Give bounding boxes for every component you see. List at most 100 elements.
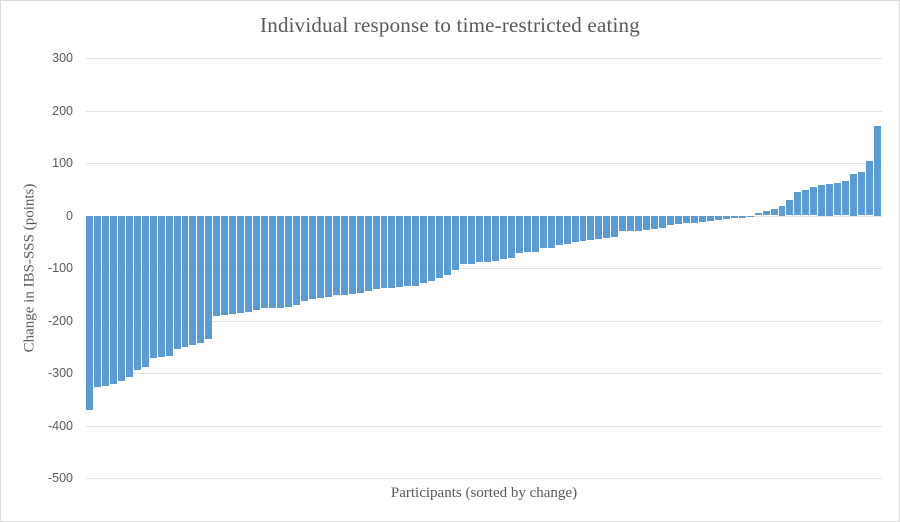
y-tick-label--200: -200 xyxy=(47,313,73,328)
bar-participant-7 xyxy=(133,215,141,371)
bar-participant-30 xyxy=(316,215,324,298)
bar-participant-44 xyxy=(428,215,436,281)
bar-participant-47 xyxy=(452,215,460,271)
bar-participant-16 xyxy=(205,215,213,339)
bar-participant-37 xyxy=(372,215,380,289)
bar-participant-24 xyxy=(269,215,277,308)
bar-participant-87 xyxy=(770,209,778,216)
bar-participant-81 xyxy=(722,215,730,220)
bar-participant-94 xyxy=(826,184,834,216)
bar-participant-26 xyxy=(285,215,292,308)
bar-participant-79 xyxy=(706,215,714,222)
y-tick-label-200: 200 xyxy=(52,103,73,118)
bar-participant-42 xyxy=(412,215,420,286)
bar-participant-57 xyxy=(531,215,539,253)
bar-participant-63 xyxy=(579,215,587,241)
bar-participant-10 xyxy=(157,215,165,358)
bar-participant-82 xyxy=(730,215,738,219)
bar-participant-70 xyxy=(635,215,643,231)
bar-participant-4 xyxy=(109,215,117,384)
bar-participant-12 xyxy=(173,215,181,349)
bar-participant-6 xyxy=(125,215,133,378)
bar-participant-20 xyxy=(237,215,245,314)
bar-participant-78 xyxy=(698,215,706,222)
bar-participant-93 xyxy=(818,185,826,216)
bar-participant-74 xyxy=(667,215,675,225)
bar-participant-75 xyxy=(675,215,682,225)
bar-participant-88 xyxy=(778,205,786,216)
bar-participant-98 xyxy=(858,171,866,216)
bar-participant-100 xyxy=(874,126,881,216)
gridline-300 xyxy=(86,58,882,59)
bar-participant-19 xyxy=(229,215,237,315)
bar-participant-60 xyxy=(555,215,563,246)
bar-participant-36 xyxy=(364,215,372,291)
y-tick-label--300: -300 xyxy=(47,366,73,380)
gridline-200 xyxy=(86,110,882,112)
bar-participant-34 xyxy=(348,215,356,295)
bar-participant-49 xyxy=(468,215,476,264)
bar-participant-97 xyxy=(850,174,858,216)
bar-participant-83 xyxy=(738,215,746,218)
bar-participant-69 xyxy=(627,215,635,232)
gridline-100 xyxy=(86,163,882,164)
gridline--300 xyxy=(86,373,882,374)
bar-participant-61 xyxy=(563,215,571,245)
bar-participant-52 xyxy=(491,215,499,261)
chart-title: Individual response to time-restricted e… xyxy=(260,13,640,37)
bar-participant-39 xyxy=(388,215,396,288)
bar-participant-9 xyxy=(149,215,157,359)
bar-participant-99 xyxy=(866,160,874,216)
bar-participant-85 xyxy=(754,213,762,216)
bar-participant-5 xyxy=(117,215,125,381)
bar-participant-8 xyxy=(141,215,149,368)
bar-participant-71 xyxy=(643,215,651,231)
bar-participant-84 xyxy=(746,215,754,216)
bar-participant-92 xyxy=(810,186,818,216)
bar-participant-95 xyxy=(834,182,842,216)
bar-participant-72 xyxy=(651,215,659,229)
y-tick-label--100: -100 xyxy=(47,261,73,275)
bar-participant-48 xyxy=(460,215,468,265)
bar-participant-23 xyxy=(261,215,269,309)
bar-participant-27 xyxy=(292,215,300,305)
bar-participant-3 xyxy=(101,215,109,386)
bar-participant-73 xyxy=(659,215,667,229)
bar-participant-64 xyxy=(587,215,595,241)
bar-participant-62 xyxy=(571,215,579,242)
plot-area xyxy=(86,58,882,479)
bar-participant-45 xyxy=(436,215,444,278)
bar-participant-59 xyxy=(547,215,555,248)
bar-participant-13 xyxy=(181,215,189,348)
bar-participant-25 xyxy=(277,215,284,308)
bar-participant-66 xyxy=(603,215,611,238)
bar-participant-51 xyxy=(484,215,491,262)
bar-participant-50 xyxy=(476,215,483,263)
bar-participant-90 xyxy=(794,192,802,216)
gridline--200 xyxy=(86,320,882,322)
bar-participant-38 xyxy=(380,215,388,288)
bar-participant-15 xyxy=(197,215,205,343)
bar-participant-96 xyxy=(842,181,850,216)
y-tick-label--400: -400 xyxy=(47,418,73,433)
bar-participant-91 xyxy=(802,190,810,216)
bar-participant-28 xyxy=(300,215,308,302)
x-axis-title: Participants (sorted by change) xyxy=(390,485,578,501)
bar-participant-68 xyxy=(619,215,627,232)
bar-participant-65 xyxy=(595,215,603,240)
bar-participant-22 xyxy=(253,215,261,310)
bar-participant-2 xyxy=(93,215,101,388)
gridline--400 xyxy=(86,425,882,427)
bar-participant-18 xyxy=(221,215,229,316)
bar-participant-58 xyxy=(539,215,547,248)
y-tick-label-100: 100 xyxy=(52,156,73,170)
bar-participant-43 xyxy=(420,215,428,283)
bar-participant-76 xyxy=(683,215,690,224)
y-tick-label-300: 300 xyxy=(52,51,73,65)
bar-participant-46 xyxy=(444,215,452,276)
bar-participant-40 xyxy=(396,215,404,288)
bar-participant-11 xyxy=(165,215,173,357)
bar-participant-80 xyxy=(714,215,722,220)
gridline--500 xyxy=(86,478,882,479)
